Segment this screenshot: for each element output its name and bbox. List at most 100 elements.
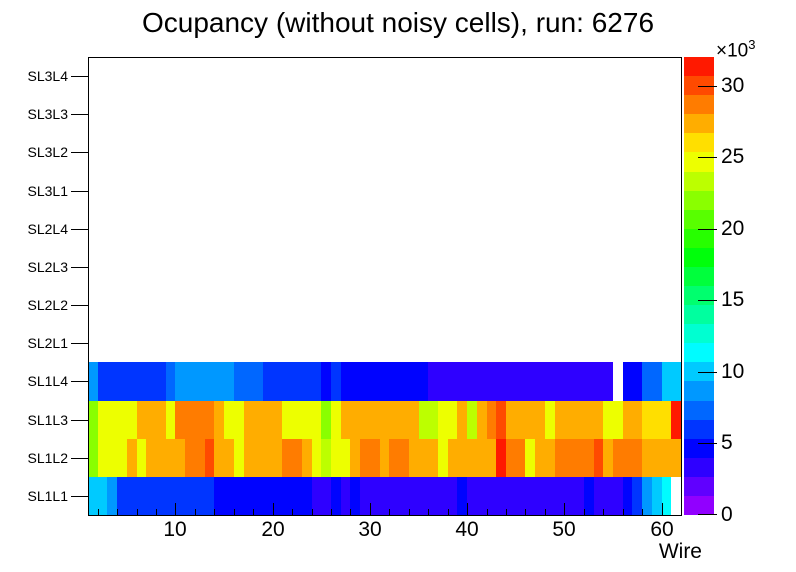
heatmap-cell	[457, 401, 467, 439]
y-axis-label: SL2L4	[27, 221, 68, 237]
heatmap-cell	[341, 362, 350, 401]
x-minor-tick	[409, 509, 410, 515]
heatmap-cell	[545, 477, 555, 515]
heatmap-cell	[662, 477, 671, 515]
y-axis-label: SL1L4	[27, 373, 68, 389]
heatmap-cell	[350, 362, 360, 401]
heatmap-cell	[409, 401, 419, 439]
heatmap-cell	[399, 477, 409, 515]
heatmap-cell	[457, 362, 467, 401]
heatmap-cell	[564, 401, 574, 439]
heatmap-cell	[244, 401, 253, 439]
heatmap-cell	[166, 401, 175, 439]
heatmap-cell	[671, 362, 681, 401]
heatmap-cell	[312, 439, 321, 477]
heatmap-cell	[175, 401, 185, 439]
heatmap-cell	[487, 439, 496, 477]
heatmap-cell	[603, 477, 613, 515]
heatmap-cell	[224, 401, 234, 439]
heatmap-cell	[292, 477, 302, 515]
heatmap-cell	[409, 477, 419, 515]
palette-tick-label: 0	[721, 503, 733, 526]
palette-tick	[698, 443, 717, 444]
heatmap-cell	[244, 362, 253, 401]
y-axis-label: SL2L3	[27, 259, 68, 275]
heatmap-cell	[584, 477, 594, 515]
heatmap-cell	[166, 439, 175, 477]
x-minor-tick	[487, 509, 488, 515]
heatmap-cell	[662, 362, 671, 401]
palette-band	[684, 477, 714, 496]
x-major-tick	[175, 503, 176, 515]
heatmap-cell	[574, 401, 584, 439]
heatmap-cell	[642, 401, 652, 439]
heatmap-cell	[205, 362, 214, 401]
heatmap-cell	[457, 477, 467, 515]
heatmap-cell	[574, 477, 584, 515]
heatmap-cell	[166, 362, 175, 401]
x-tick-label: 60	[650, 518, 674, 541]
heatmap-cell	[564, 477, 574, 515]
heatmap-cell	[127, 439, 137, 477]
x-minor-tick	[117, 509, 118, 515]
heatmap-cell	[409, 362, 419, 401]
heatmap-cell	[205, 477, 214, 515]
heatmap-cell	[107, 362, 117, 401]
heatmap-cell	[263, 439, 273, 477]
heatmap-cell	[137, 439, 146, 477]
heatmap-cell	[185, 362, 195, 401]
heatmap-cell	[360, 362, 370, 401]
x-minor-tick	[312, 509, 313, 515]
x-minor-tick	[137, 509, 138, 515]
heatmap-cell	[477, 401, 487, 439]
y-tick	[71, 267, 88, 268]
heatmap-cell	[574, 362, 584, 401]
heatmap-cell	[623, 439, 632, 477]
heatmap-cell	[438, 362, 448, 401]
heatmap-cell	[117, 401, 127, 439]
heatmap-cell	[613, 439, 623, 477]
x-minor-tick	[350, 509, 351, 515]
heatmap-cell	[302, 477, 312, 515]
heatmap-cell	[613, 477, 623, 515]
heatmap-cell	[448, 401, 457, 439]
x-minor-tick	[428, 509, 429, 515]
palette-band	[684, 248, 714, 267]
heatmap-cell	[496, 401, 506, 439]
y-axis-label: SL1L3	[27, 412, 68, 428]
x-minor-tick	[234, 509, 235, 515]
heatmap-cell	[584, 362, 594, 401]
heatmap-cell	[360, 401, 370, 439]
x-tick-label: 40	[455, 518, 479, 541]
heatmap-cell	[438, 477, 448, 515]
heatmap-cell	[146, 401, 156, 439]
heatmap-cell	[127, 401, 137, 439]
heatmap-cell	[98, 439, 107, 477]
heatmap-cell	[506, 477, 516, 515]
heatmap-cell	[428, 401, 438, 439]
x-minor-tick	[98, 509, 99, 515]
heatmap-cell	[496, 439, 506, 477]
heatmap-cell	[88, 362, 98, 401]
palette-band	[684, 76, 714, 95]
heatmap-cell	[117, 439, 127, 477]
heatmap-cell	[98, 362, 107, 401]
palette-tick	[698, 229, 717, 230]
heatmap-cell	[525, 477, 535, 515]
heatmap-cell	[331, 439, 341, 477]
heatmap-cell	[350, 401, 360, 439]
heatmap-cell	[214, 401, 224, 439]
z-scale-exponent: ×103	[716, 37, 755, 62]
x-minor-tick	[253, 509, 254, 515]
heatmap-cell	[331, 362, 341, 401]
heatmap-cell	[603, 401, 613, 439]
heatmap-cell	[321, 401, 331, 439]
palette-band	[684, 114, 714, 133]
heatmap-cell	[137, 362, 146, 401]
palette-tick	[698, 86, 717, 87]
heatmap-cell	[419, 401, 428, 439]
heatmap-cell	[671, 401, 681, 439]
y-tick	[71, 305, 88, 306]
heatmap-cell	[613, 401, 623, 439]
heatmap-cell	[263, 477, 273, 515]
